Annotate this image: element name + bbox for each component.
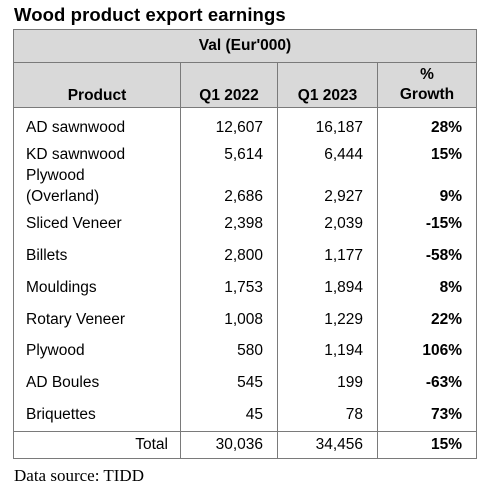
growth-cell: -63% bbox=[425, 374, 462, 392]
group-header-row: Val (Eur'000) bbox=[13, 29, 477, 63]
growth-cell: 8% bbox=[439, 278, 462, 296]
total-row: Total 30,036 34,456 15% bbox=[13, 431, 477, 460]
growth-cell: 22% bbox=[430, 310, 462, 328]
q1-2023-cell: 1,194 bbox=[324, 342, 363, 360]
product-cell: AD Boules bbox=[26, 374, 100, 392]
q1-2023-cell: 2,927 bbox=[324, 187, 363, 205]
product-cell: Mouldings bbox=[26, 278, 97, 296]
q1-2022-cell: 1,008 bbox=[224, 310, 263, 328]
growth-header-label: Growth bbox=[399, 86, 455, 103]
q1-2023-cell: 2,039 bbox=[324, 214, 363, 232]
growth-cell: 28% bbox=[430, 119, 462, 136]
data-rows: AD sawnwood KD sawnwood Plywood (Overlan… bbox=[13, 106, 477, 433]
q1-2022-cell: 580 bbox=[237, 342, 263, 360]
table-title: Wood product export earnings bbox=[14, 4, 286, 25]
q1-2022-cell: 2,800 bbox=[224, 246, 263, 264]
value-unit-header: Val (Eur'000) bbox=[13, 29, 477, 63]
q1-2023-column: 16,187 6,444 2,927 2,039 1,177 1,894 1,2… bbox=[277, 106, 378, 433]
total-q1-2023: 34,456 bbox=[277, 431, 378, 460]
product-cell: Plywood bbox=[26, 342, 85, 360]
product-cell: Rotary Veneer bbox=[26, 310, 126, 328]
q1-2023-cell: 1,177 bbox=[324, 246, 363, 264]
q1-2022-cell: 45 bbox=[245, 406, 263, 424]
q1-2023-cell: 78 bbox=[345, 406, 363, 424]
q1-2023-cell: 199 bbox=[337, 374, 363, 392]
data-source-note: Data source: TIDD bbox=[14, 466, 144, 485]
q1-2022-cell: 12,607 bbox=[215, 119, 263, 136]
q1-2022-column: 12,607 5,614 2,686 2,398 2,800 1,753 1,0… bbox=[180, 106, 278, 433]
growth-cell: 73% bbox=[430, 406, 462, 424]
q1-2022-cell: 5,614 bbox=[224, 145, 263, 163]
growth-cell: -58% bbox=[425, 246, 462, 264]
total-q1-2022: 30,036 bbox=[180, 431, 278, 460]
product-cell: Plywood (Overland) bbox=[26, 166, 100, 205]
q1-2022-cell: 1,753 bbox=[224, 278, 263, 296]
total-label: Total bbox=[13, 431, 181, 460]
product-cell: AD sawnwood bbox=[26, 119, 126, 136]
growth-cell: -15% bbox=[425, 214, 462, 232]
q1-2023-cell: 1,894 bbox=[324, 278, 363, 296]
product-cell: Briquettes bbox=[26, 406, 96, 424]
product-cell: Sliced Veneer bbox=[26, 214, 122, 232]
growth-header-percent: % bbox=[420, 66, 434, 83]
growth-column: 28% 15% 9% -15% -58% 8% 22% 106% -63% 73… bbox=[377, 106, 477, 433]
column-header-row: Product Q1 2022 Q1 2023 % Growth bbox=[13, 62, 477, 108]
q1-2023-column-header: Q1 2023 bbox=[277, 62, 378, 108]
product-cell: KD sawnwood bbox=[26, 145, 126, 163]
growth-cell: 9% bbox=[439, 187, 462, 205]
growth-cell: 106% bbox=[422, 342, 462, 360]
growth-cell: 15% bbox=[430, 145, 462, 163]
q1-2023-cell: 1,229 bbox=[324, 310, 363, 328]
q1-2022-cell: 2,686 bbox=[224, 187, 263, 205]
product-column-header: Product bbox=[13, 62, 181, 108]
product-cell: Billets bbox=[26, 246, 68, 264]
q1-2022-cell: 545 bbox=[237, 374, 263, 392]
total-growth: 15% bbox=[377, 431, 477, 460]
q1-2023-cell: 16,187 bbox=[315, 119, 363, 136]
growth-column-header: % Growth bbox=[377, 62, 477, 108]
product-column: AD sawnwood KD sawnwood Plywood (Overlan… bbox=[13, 106, 181, 433]
q1-2022-cell: 2,398 bbox=[224, 214, 263, 232]
q1-2023-cell: 6,444 bbox=[324, 145, 363, 163]
export-earnings-table: Val (Eur'000) Product Q1 2022 Q1 2023 % … bbox=[13, 29, 477, 460]
q1-2022-column-header: Q1 2022 bbox=[180, 62, 278, 108]
